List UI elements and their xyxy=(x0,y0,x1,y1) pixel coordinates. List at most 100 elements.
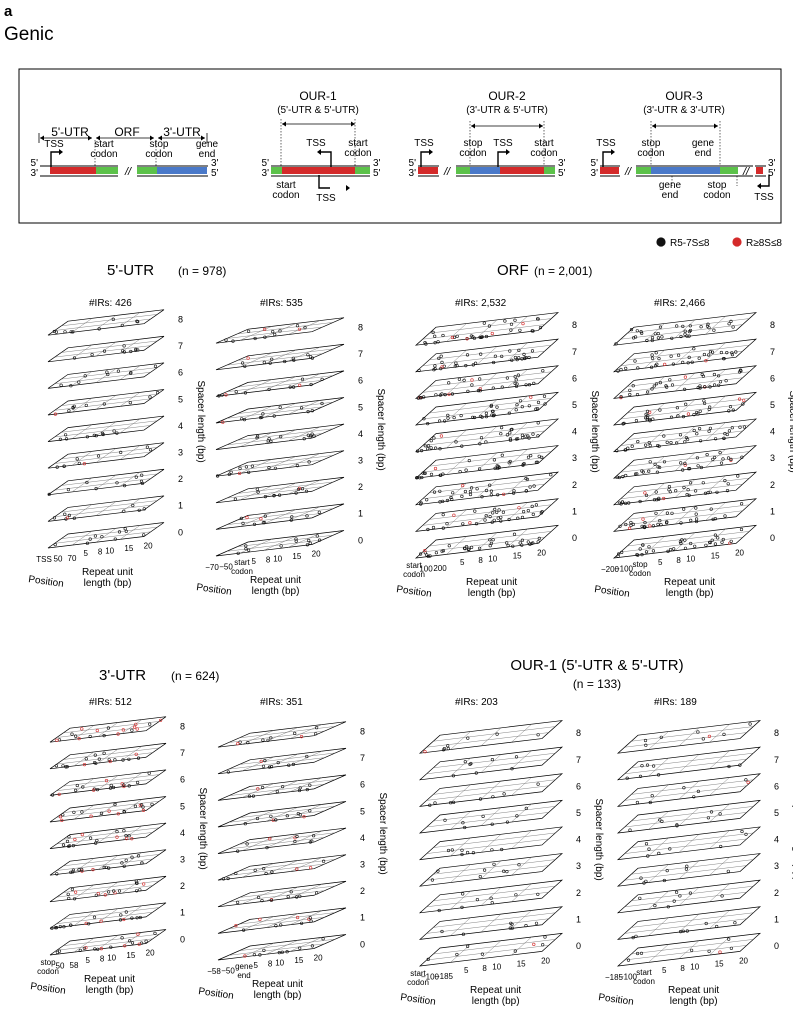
point-black xyxy=(635,472,639,476)
grid-line xyxy=(119,525,141,540)
point-black xyxy=(318,538,322,542)
grid-line xyxy=(289,724,323,739)
point-black xyxy=(488,544,492,548)
our1-strand-5-left: 5' xyxy=(262,158,270,169)
point-black xyxy=(66,844,71,848)
point-black xyxy=(484,440,488,444)
point-black xyxy=(243,822,247,826)
point-black xyxy=(441,333,445,338)
point-black xyxy=(226,770,230,774)
point-black xyxy=(426,957,430,962)
plane-z0 xyxy=(47,522,165,549)
point-black xyxy=(440,929,444,934)
point-black xyxy=(274,818,278,822)
point-black xyxy=(100,535,104,539)
point-black xyxy=(460,852,464,857)
point-black xyxy=(731,408,735,412)
plane-z5 xyxy=(47,389,165,416)
point-black xyxy=(479,436,484,440)
point-black xyxy=(687,467,692,471)
grid-line xyxy=(648,917,669,936)
x-tick-label: −50 xyxy=(219,563,233,572)
grid-line xyxy=(422,404,545,420)
grid-line xyxy=(511,777,532,796)
point-black xyxy=(463,546,467,551)
point-black xyxy=(718,380,723,384)
point-black xyxy=(622,421,626,426)
y-tick-label: 8 xyxy=(676,556,681,565)
grid-line xyxy=(620,483,743,499)
point-black xyxy=(463,825,467,830)
point-black xyxy=(312,834,316,838)
point-black xyxy=(644,493,649,498)
y-tick-label: 5 xyxy=(658,558,663,567)
point-black xyxy=(729,319,733,324)
point-black xyxy=(657,444,661,448)
point-black xyxy=(417,368,421,373)
point-black xyxy=(483,868,487,872)
point-red xyxy=(84,946,88,950)
point-black xyxy=(281,785,285,789)
point-black xyxy=(257,895,261,899)
grid-line xyxy=(450,890,471,910)
point-black xyxy=(684,402,688,406)
grid-line xyxy=(678,834,700,853)
point-black xyxy=(271,330,275,334)
x-tick-label: codon xyxy=(231,567,253,576)
point-black xyxy=(229,470,233,474)
y-tick-label: 15 xyxy=(711,552,720,561)
point-black xyxy=(308,783,312,787)
point-black xyxy=(279,435,283,439)
point-black xyxy=(657,357,661,361)
point-black xyxy=(88,734,92,739)
grid-line xyxy=(631,832,754,848)
point-black xyxy=(221,877,226,881)
point-black xyxy=(433,364,437,368)
point-black xyxy=(616,554,620,558)
grid-line xyxy=(228,837,325,850)
our3-stop-codon-bottom-2: codon xyxy=(703,190,730,201)
grid-line xyxy=(228,917,325,929)
point-black xyxy=(624,522,628,527)
point-black xyxy=(696,789,701,794)
point-black xyxy=(478,442,482,446)
point-black xyxy=(496,493,500,497)
point-black xyxy=(628,828,632,832)
point-black xyxy=(69,330,73,334)
point-black xyxy=(243,364,247,368)
grid-line xyxy=(648,837,669,857)
point-black xyxy=(497,466,501,470)
grid-line xyxy=(63,774,160,787)
plane-z4 xyxy=(612,418,758,453)
point-black xyxy=(462,546,467,550)
y-tick-label: 5 xyxy=(85,956,90,965)
z-tick-label: 5 xyxy=(180,801,185,811)
y-axis-label-line1: Repeat unit xyxy=(252,979,303,990)
point-black xyxy=(136,756,141,760)
point-black xyxy=(515,358,519,362)
point-black xyxy=(720,894,724,898)
point-black xyxy=(242,418,247,422)
z-tick-label: 8 xyxy=(770,320,775,330)
gene-structure-diagram: 5'-UTR ORF 3'-UTR TSS start codon stop c… xyxy=(31,125,219,179)
strand-3-right: 3' xyxy=(211,158,219,169)
point-black xyxy=(530,504,534,509)
point-black xyxy=(465,353,470,357)
point-black xyxy=(505,869,509,874)
point-red xyxy=(447,392,451,396)
y-tick-label: 10 xyxy=(690,963,699,972)
point-black xyxy=(429,439,433,443)
point-black xyxy=(285,950,289,954)
point-red xyxy=(107,809,111,813)
point-black xyxy=(64,765,68,769)
point-black xyxy=(80,867,84,872)
point-black xyxy=(619,502,623,506)
grid-line xyxy=(433,726,556,742)
grid-line xyxy=(511,830,532,849)
point-black xyxy=(513,355,518,360)
point-black xyxy=(739,527,744,532)
point-black xyxy=(441,549,446,553)
point-red xyxy=(73,837,77,842)
point-black xyxy=(679,521,683,525)
point-black xyxy=(94,841,98,845)
